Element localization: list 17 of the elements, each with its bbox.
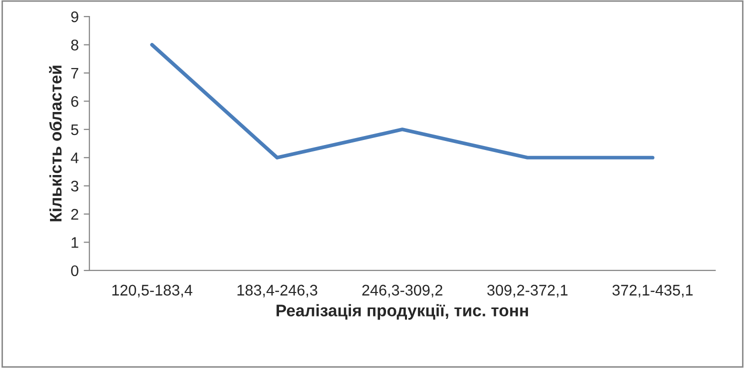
y-tick-label: 7 — [71, 68, 78, 79]
y-tick-label: 3 — [71, 180, 78, 192]
y-tick-label: 6 — [71, 96, 78, 107]
x-tick-label: 246,3-309,2 — [362, 284, 442, 298]
y-tick-label: 8 — [71, 40, 78, 50]
y-tick-label: 5 — [71, 124, 78, 136]
y-tick-label: 0 — [71, 265, 78, 276]
x-tick-label: 183,4-246,3 — [238, 284, 318, 298]
y-tick-label: 9 — [71, 11, 78, 22]
y-tick-label: 2 — [71, 208, 78, 220]
y-tick-label: 4 — [70, 152, 79, 164]
y-tick-label: 1 — [72, 237, 78, 248]
x-tick-label: 372,1-435,1 — [612, 284, 693, 298]
x-tick-label: 120,5-183,4 — [112, 284, 192, 298]
x-axis-title: Реалізація продукції, тис. тонн — [276, 304, 528, 320]
x-tick-label: 309,2-372,1 — [487, 284, 568, 298]
y-axis-title: Кількість областей — [49, 66, 62, 222]
